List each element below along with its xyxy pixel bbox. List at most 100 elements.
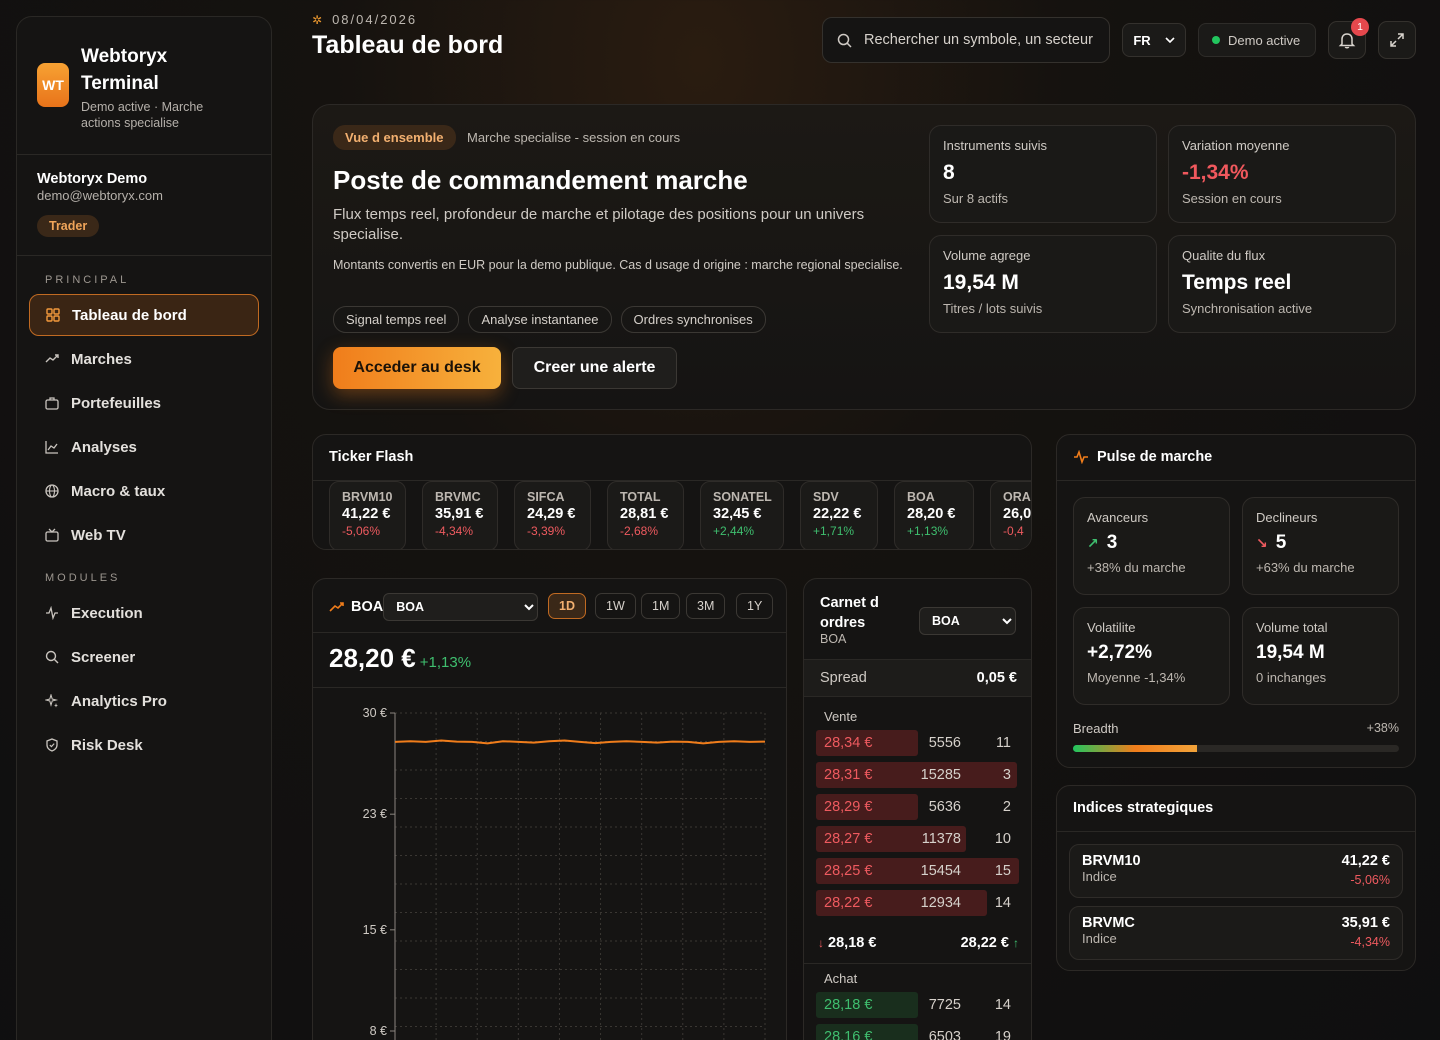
index-item-brvmc[interactable]: BRVMC Indice 35,91 € -4,34% [1069, 906, 1403, 960]
nav-item-analytics-pro[interactable]: Analytics Pro [29, 680, 259, 722]
ticker-item[interactable]: BRVMC 35,91 € -4,34% [422, 481, 498, 549]
ticker-change: -5,06% [342, 524, 381, 538]
search-box[interactable] [822, 17, 1110, 63]
bid-level-row[interactable]: 28,18 € 7725 14 [816, 992, 1019, 1018]
ticker-item[interactable]: SIFCA 24,29 € -3,39% [514, 481, 591, 549]
arrow-up-icon: ↑ [1013, 936, 1019, 950]
ask-level-row[interactable]: 28,25 € 15454 15 [816, 858, 1019, 884]
ticker-price: 24,29 € [527, 506, 576, 522]
ask-quantity: 5556 [928, 735, 961, 751]
stat-card-variation: Variation moyenne -1,34% Session en cour… [1168, 125, 1396, 223]
bid-level-row[interactable]: 28,16 € 6503 19 [816, 1024, 1019, 1040]
price-chart-panel: BOA BOA 1D 1W 1M 3M 1Y 28,20 € +1,13% 30 … [312, 578, 787, 1040]
nav-item-marches[interactable]: Marches [29, 338, 259, 380]
ask-quantity: 5636 [928, 799, 961, 815]
ticker-change: -3,39% [527, 524, 566, 538]
chart-symbol-select[interactable]: BOA [383, 593, 539, 621]
market-pulse-panel: Pulse de marche Avanceurs ↗ 3 +38% du ma… [1056, 434, 1416, 768]
ask-order-count: 15 [994, 863, 1011, 879]
bid-quantity: 7725 [928, 997, 961, 1013]
app-logo: WT [37, 63, 69, 107]
divider [1057, 480, 1415, 481]
sparkle-icon: ✲ [312, 12, 325, 27]
timeframe-1y[interactable]: 1Y [736, 593, 774, 619]
access-desk-button[interactable]: Acceder au desk [333, 347, 501, 389]
divider [313, 480, 1031, 481]
order-book-title: Carnet d ordres [820, 595, 879, 631]
nav-item-web-tv[interactable]: Web TV [29, 514, 259, 556]
search-input[interactable] [864, 32, 1094, 48]
price-change: +1,13% [419, 654, 472, 671]
timeframe-1d[interactable]: 1D [548, 593, 586, 619]
page-title: Tableau de bord [312, 31, 504, 59]
ask-level-row[interactable]: 28,31 € 15285 3 [816, 762, 1019, 788]
ticker-price: 26,0 [1003, 506, 1032, 522]
ticker-item[interactable]: ORA 26,0 -0,4 [990, 481, 1032, 549]
hero-title: Poste de commandement marche [333, 165, 748, 195]
language-select[interactable]: FR [1122, 23, 1186, 57]
timeframe-3m[interactable]: 3M [686, 593, 726, 619]
nav-item-tableau-de-bord[interactable]: Tableau de bord [29, 294, 259, 336]
pulse-sub: +63% du marche [1256, 560, 1355, 575]
y-tick-label: 8 € [370, 1024, 387, 1038]
indices-title: Indices strategiques [1073, 800, 1214, 816]
breadth-value: +38% [1366, 721, 1399, 735]
spread-value: 0,05 € [976, 670, 1017, 686]
grid-icon [46, 308, 60, 322]
ask-level-row[interactable]: 28,22 € 12934 14 [816, 890, 1019, 916]
ticker-item[interactable]: BOA 28,20 € +1,13% [894, 481, 974, 549]
ticker-item[interactable]: BRVM10 41,22 € -5,06% [329, 481, 406, 549]
arrow-down-icon: ↓ [818, 936, 824, 950]
ask-price: 28,29 € [824, 799, 873, 815]
best-bid: 28,18 € [828, 935, 877, 951]
nav-item-screener[interactable]: Screener [29, 636, 259, 678]
nav-item-risk-desk[interactable]: Risk Desk [29, 724, 259, 766]
ask-level-row[interactable]: 28,34 € 5556 11 [816, 730, 1019, 756]
bid-depth-bar [816, 1024, 918, 1040]
index-item-brvm10[interactable]: BRVM10 Indice 41,22 € -5,06% [1069, 844, 1403, 898]
tv-icon [45, 528, 59, 542]
ticker-item[interactable]: SDV 22,22 € +1,71% [800, 481, 878, 549]
ask-depth-bar [816, 858, 1019, 884]
ticker-price: 28,81 € [620, 506, 669, 522]
user-name: Webtoryx Demo [37, 171, 148, 187]
timeframe-1m[interactable]: 1M [641, 593, 681, 619]
pulse-value-row: ↘ 5 [1256, 532, 1385, 554]
breadth-label: Breadth [1073, 721, 1119, 736]
spread-row: Spread 0,05 € [804, 659, 1031, 697]
index-type: Indice [1082, 931, 1117, 946]
nav-label: Web TV [71, 526, 126, 544]
nav-item-execution[interactable]: Execution [29, 592, 259, 634]
nav-item-portefeuilles[interactable]: Portefeuilles [29, 382, 259, 424]
ask-level-row[interactable]: 28,27 € 11378 10 [816, 826, 1019, 852]
index-change: -4,34% [1350, 935, 1390, 949]
app-name: Webtoryx Terminal [81, 46, 168, 94]
pulse-value: 5 [1275, 532, 1287, 553]
pulse-label: Volatilite [1087, 620, 1136, 635]
index-change: -5,06% [1350, 873, 1390, 887]
create-alert-button[interactable]: Creer une alerte [512, 347, 677, 389]
ticker-item[interactable]: SONATEL 32,45 € +2,44% [700, 481, 784, 549]
stat-sub: Synchronisation active [1182, 301, 1313, 316]
ticker-price: 32,45 € [713, 506, 762, 522]
price-line-chart[interactable]: 30 € 23 € 15 € 8 € [313, 687, 787, 1040]
nav-label: Tableau de bord [72, 306, 187, 324]
nav-item-macro-taux[interactable]: Macro & taux [29, 470, 259, 512]
ask-level-row[interactable]: 28,29 € 5636 2 [816, 794, 1019, 820]
ask-price: 28,34 € [824, 735, 873, 751]
fullscreen-button[interactable] [1378, 21, 1416, 59]
nav-item-analyses[interactable]: Analyses [29, 426, 259, 468]
bid-quantity: 6503 [928, 1029, 961, 1040]
ask-order-count: 11 [995, 735, 1011, 751]
ticker-item[interactable]: TOTAL 28,81 € -2,68% [607, 481, 684, 549]
nav-label: Portefeuilles [71, 394, 162, 412]
order-book-symbol-select[interactable]: BOA [919, 607, 1016, 635]
timeframe-1w[interactable]: 1W [595, 593, 636, 619]
pulse-value: 19,54 M [1256, 642, 1325, 663]
notifications-button[interactable]: 1 [1328, 18, 1369, 59]
user-email: demo@webtoryx.com [37, 188, 163, 203]
ask-price: 28,22 € [824, 895, 873, 911]
status-dot-icon [1212, 36, 1220, 44]
bell-icon [1338, 31, 1356, 49]
pulse-icon [1073, 450, 1089, 464]
